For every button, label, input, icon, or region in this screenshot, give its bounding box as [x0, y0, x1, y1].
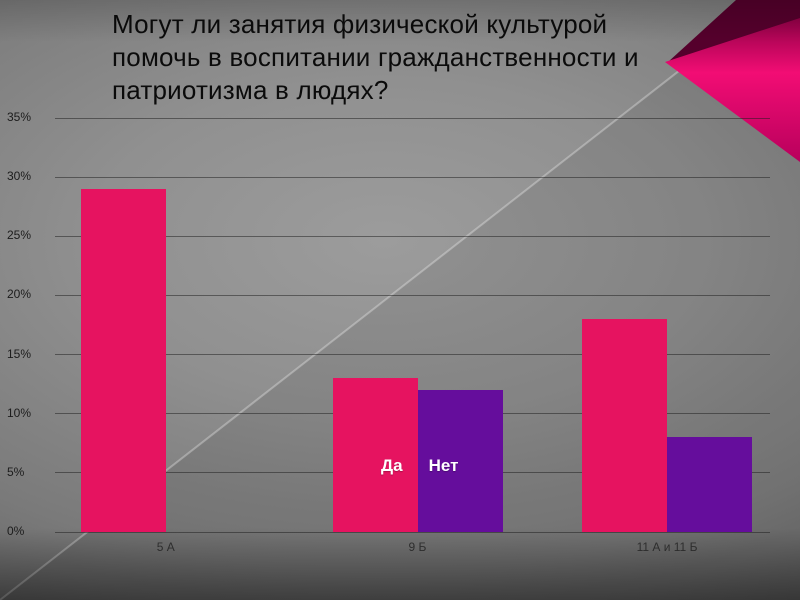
- legend: Да Нет: [381, 456, 458, 476]
- legend-item-no: Нет: [428, 456, 459, 475]
- x-axis-label: 11 А и 11 Б: [636, 540, 698, 554]
- y-axis: 0% 5% 10% 15% 20% 25% 30% 35%: [7, 110, 53, 538]
- y-axis-label: 0%: [7, 524, 25, 538]
- slide-title-line: Могут ли занятия физической культурой: [112, 9, 608, 39]
- corner-accent-icon: [665, 18, 800, 162]
- y-axis-label: 5%: [7, 464, 25, 479]
- plot-area: [55, 117, 770, 533]
- y-axis-label: 10%: [7, 405, 32, 420]
- y-axis-label: 30%: [7, 169, 32, 184]
- gridline: [55, 176, 770, 178]
- slide-title-line: патриотизма в людях?: [112, 75, 389, 105]
- gridline: [55, 294, 770, 296]
- y-axis-label: 25%: [7, 228, 32, 243]
- gridline: [55, 117, 770, 119]
- y-axis-label: 35%: [7, 110, 32, 124]
- bar-Нет-11 А и 11 Б: [667, 437, 753, 532]
- bar-Нет-9 Б: [417, 390, 503, 532]
- y-axis-label: 20%: [7, 287, 32, 302]
- gridline: [55, 531, 770, 533]
- gridline: [55, 235, 770, 237]
- x-axis-label: 9 Б: [408, 540, 427, 554]
- x-axis-label: 5 А: [156, 540, 175, 554]
- bar-Да-11 А и 11 Б: [582, 319, 668, 532]
- bar-chart: Да Нет 5 А 9 Б 11 А и 11 Б: [55, 117, 770, 588]
- bar-Да-9 Б: [332, 378, 418, 532]
- corner-accent-shadow: [668, 0, 800, 62]
- slide-title-line: помочь в воспитании гражданственности и: [112, 42, 639, 72]
- legend-item-yes: Да: [381, 456, 403, 475]
- slide-title: Могут ли занятия физической культурой по…: [112, 8, 732, 107]
- y-axis-label: 15%: [7, 346, 32, 361]
- bar-Да-5 А: [80, 188, 166, 532]
- gridline: [55, 354, 770, 356]
